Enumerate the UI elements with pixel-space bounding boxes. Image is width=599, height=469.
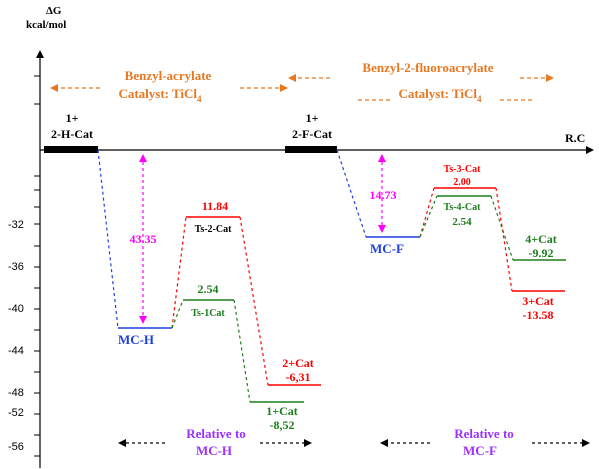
binding-energy-left: 43.35 — [130, 232, 157, 246]
value-ts-2: 11.84 — [202, 199, 228, 213]
y-axis: ΔG kcal/mol -32 -36 -40 -44 -48 -52 -56 — [8, 5, 66, 468]
y-axis-label-unit: kcal/mol — [26, 19, 66, 31]
reactant-left-label-2: 2-H-Cat — [51, 127, 93, 141]
y-tick-label: -56 — [8, 441, 24, 453]
label-mc-f: MC-F — [370, 241, 404, 256]
y-axis-label-delta-g: ΔG — [46, 5, 62, 17]
reactant-left: 1+ 2-H-Cat — [44, 111, 98, 153]
left-header-title: Benzyl-acrylate — [125, 68, 212, 83]
left-header: Benzyl-acrylate Catalyst: TiCl4 — [50, 68, 288, 104]
left-footer-line2: MC-H — [196, 443, 232, 458]
right-header-catalyst: Catalyst: TiCl4 — [398, 86, 482, 104]
right-header-title: Benzyl-2-fluoroacrylate — [362, 60, 493, 75]
label-ts-2: Ts-2-Cat — [195, 224, 233, 235]
right-footer-line2: MC-F — [463, 443, 497, 458]
value-product-1: -8,52 — [270, 418, 295, 432]
value-product-3: -13.58 — [523, 308, 554, 322]
y-tick-label: -44 — [8, 345, 24, 357]
left-footer: Relative to MC-H — [118, 426, 312, 458]
y-tick-label: -32 — [8, 219, 24, 231]
label-mc-h: MC-H — [118, 332, 154, 347]
value-ts-4: 2.54 — [452, 216, 472, 228]
y-tick-label: -36 — [8, 261, 24, 273]
right-footer-line1: Relative to — [454, 426, 514, 441]
left-pathway: MC-H 11.84 Ts-2-Cat 2+Cat -6,31 2.54 Ts-… — [97, 149, 321, 432]
label-product-3: 3+Cat — [522, 294, 554, 308]
label-ts-4: Ts-4-Cat — [444, 202, 482, 213]
right-header: Benzyl-2-fluoroacrylate Catalyst: TiCl4 — [288, 60, 554, 104]
reactant-left-label-1: 1+ — [66, 111, 79, 125]
reactant-right-label-1: 1+ — [306, 111, 319, 125]
label-product-4: 4+Cat — [525, 232, 557, 246]
right-pathway: MC-F 14.73 Ts-3-Cat 2.00 3+Cat -13.58 Ts… — [336, 149, 566, 322]
value-ts-1: 2.54 — [198, 282, 219, 296]
binding-energy-right: 14.73 — [370, 188, 397, 202]
y-tick-label: -52 — [8, 407, 24, 419]
reactant-right-label-2: 2-F-Cat — [292, 127, 332, 141]
value-product-2: -6,31 — [286, 370, 311, 384]
label-ts-1: Ts-1Cat — [191, 308, 225, 319]
left-footer-line1: Relative to — [186, 426, 246, 441]
y-tick-label: -40 — [8, 303, 24, 315]
left-header-catalyst: Catalyst: TiCl4 — [118, 86, 202, 104]
y-tick-label: -48 — [8, 387, 24, 399]
x-axis-label: R.C — [565, 131, 585, 145]
reactant-right: 1+ 2-F-Cat — [285, 111, 337, 153]
value-ts-3: 2.00 — [453, 177, 471, 188]
label-product-2: 2+Cat — [282, 356, 314, 370]
label-product-1: 1+Cat — [266, 404, 298, 418]
reactant-right-bar — [285, 146, 337, 153]
label-ts-3: Ts-3-Cat — [444, 164, 482, 175]
right-footer: Relative to MC-F — [380, 426, 590, 458]
value-product-4: -9.92 — [529, 246, 554, 260]
reactant-left-bar — [44, 146, 98, 153]
